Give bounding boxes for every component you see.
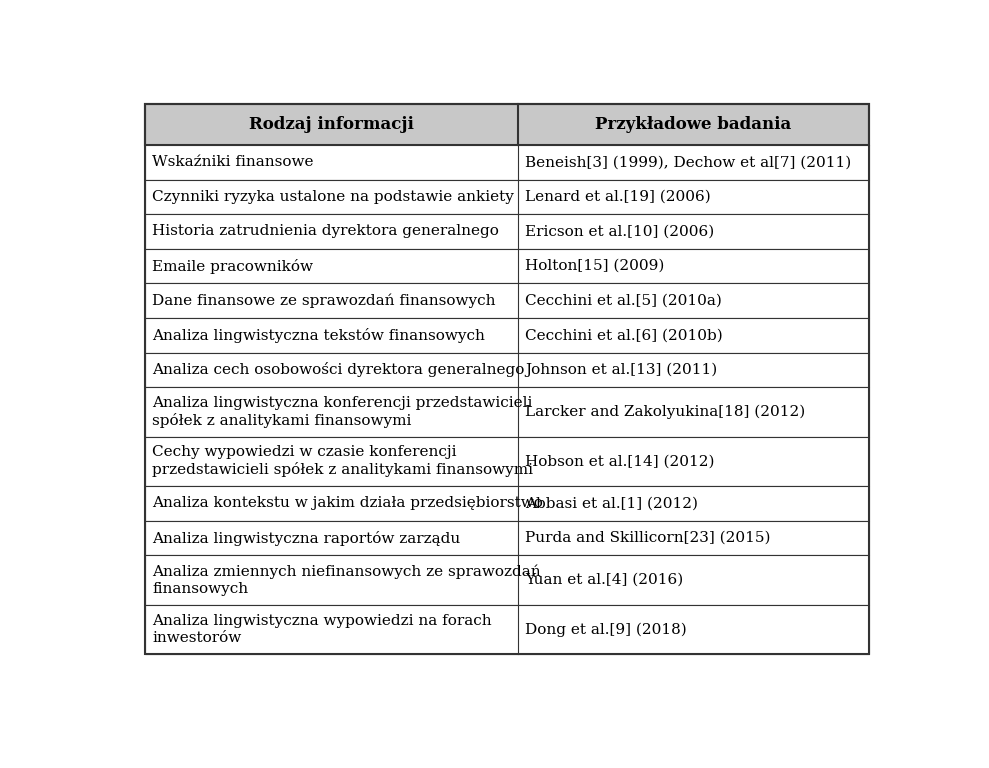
Text: Hobson et al.[14] (2012): Hobson et al.[14] (2012) — [525, 455, 715, 468]
Bar — [144, 486, 869, 521]
Bar — [144, 145, 869, 180]
Text: Emaile pracowników: Emaile pracowników — [152, 259, 314, 273]
Text: Analiza lingwistyczna tekstów finansowych: Analiza lingwistyczna tekstów finansowyc… — [152, 328, 485, 343]
Bar — [144, 283, 869, 318]
Text: Analiza cech osobowości dyrektora generalnego: Analiza cech osobowości dyrektora genera… — [152, 362, 524, 377]
Bar — [144, 318, 869, 353]
Text: Larcker and Zakolyukina[18] (2012): Larcker and Zakolyukina[18] (2012) — [525, 405, 806, 419]
Text: Historia zatrudnienia dyrektora generalnego: Historia zatrudnienia dyrektora generaln… — [152, 224, 499, 238]
Text: Yuan et al.[4] (2016): Yuan et al.[4] (2016) — [525, 573, 683, 587]
Bar — [144, 387, 869, 437]
Text: Abbasi et al.[1] (2012): Abbasi et al.[1] (2012) — [525, 496, 698, 511]
Text: Lenard et al.[19] (2006): Lenard et al.[19] (2006) — [525, 190, 711, 204]
Text: Dane finansowe ze sprawozdań finansowych: Dane finansowe ze sprawozdań finansowych — [152, 293, 495, 308]
Text: Cecchini et al.[6] (2010b): Cecchini et al.[6] (2010b) — [525, 328, 723, 343]
Bar — [144, 214, 869, 249]
Text: Rodzaj informacji: Rodzaj informacji — [248, 116, 413, 133]
Text: Dong et al.[9] (2018): Dong et al.[9] (2018) — [525, 622, 687, 637]
Text: Przykładowe badania: Przykładowe badania — [595, 116, 791, 133]
Text: Analiza lingwistyczna wypowiedzi na forach
inwestorów: Analiza lingwistyczna wypowiedzi na fora… — [152, 614, 492, 645]
Text: Cecchini et al.[5] (2010a): Cecchini et al.[5] (2010a) — [525, 293, 722, 308]
Text: Holton[15] (2009): Holton[15] (2009) — [525, 259, 665, 273]
Bar — [144, 521, 869, 555]
Text: Analiza zmiennych niefinansowych ze sprawozdań
finansowych: Analiza zmiennych niefinansowych ze spra… — [152, 564, 541, 596]
Bar — [144, 353, 869, 387]
Text: Analiza lingwistyczna konferencji przedstawicieli
spółek z analitykami finansowy: Analiza lingwistyczna konferencji przeds… — [152, 396, 533, 428]
Text: Beneish[3] (1999), Dechow et al[7] (2011): Beneish[3] (1999), Dechow et al[7] (2011… — [525, 155, 852, 169]
Bar — [144, 605, 869, 654]
Text: Czynniki ryzyka ustalone na podstawie ankiety: Czynniki ryzyka ustalone na podstawie an… — [152, 190, 514, 204]
Text: Analiza kontekstu w jakim działa przedsiębiorstwo: Analiza kontekstu w jakim działa przedsi… — [152, 496, 543, 511]
Text: Wskaźniki finansowe: Wskaźniki finansowe — [152, 155, 314, 169]
Text: Johnson et al.[13] (2011): Johnson et al.[13] (2011) — [525, 362, 718, 377]
Bar — [144, 104, 869, 145]
Text: Ericson et al.[10] (2006): Ericson et al.[10] (2006) — [525, 224, 715, 238]
Bar — [144, 249, 869, 283]
Text: Cechy wypowiedzi w czasie konferencji
przedstawicieli spółek z analitykami finan: Cechy wypowiedzi w czasie konferencji pr… — [152, 445, 533, 478]
Bar — [144, 555, 869, 605]
Text: Purda and Skillicorn[23] (2015): Purda and Skillicorn[23] (2015) — [525, 531, 770, 545]
Bar — [144, 180, 869, 214]
Text: Analiza lingwistyczna raportów zarządu: Analiza lingwistyczna raportów zarządu — [152, 531, 461, 545]
Bar — [144, 437, 869, 486]
